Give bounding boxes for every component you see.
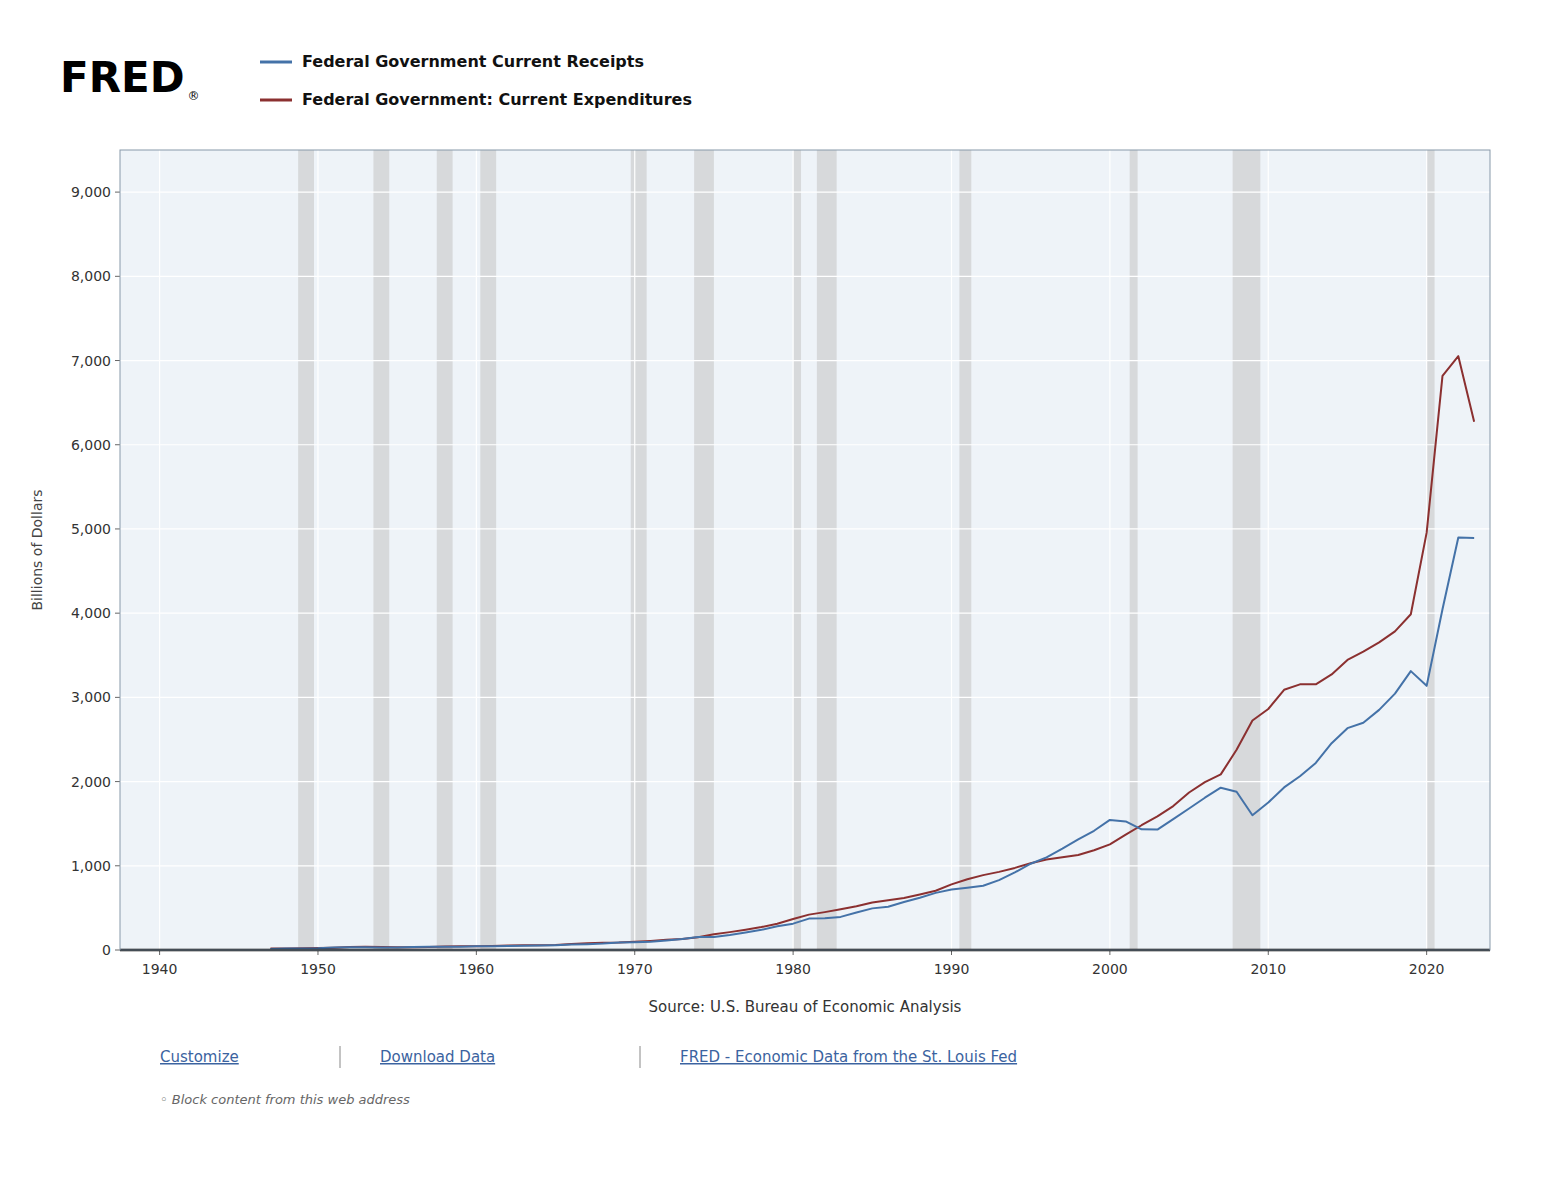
x-grid-line <box>159 150 160 950</box>
x-grid-line <box>951 150 952 950</box>
recession-band <box>1427 150 1435 950</box>
chart: 0 1,000 2,000 3,000 4,000 5,000 6,000 7,000 8,00… <box>0 0 1547 1189</box>
y-grid-line <box>120 528 1490 529</box>
y-tick <box>115 950 120 951</box>
x-tick-label: 1970 <box>617 961 653 977</box>
plot-background <box>120 150 1490 950</box>
footer-link[interactable]: FRED - Economic Data from the St. Louis … <box>680 1048 1017 1066</box>
y-tick <box>115 444 120 445</box>
y-tick-label: 3,000 <box>71 689 111 705</box>
x-tick-label: 1990 <box>934 961 970 977</box>
x-grid-line <box>793 150 794 950</box>
y-grid-line <box>120 781 1490 782</box>
y-tick-label: 9,000 <box>71 184 111 200</box>
y-axis-label: Billions of Dollars <box>29 489 45 610</box>
logo-text: FRED <box>60 53 185 102</box>
y-grid-line <box>120 444 1490 445</box>
y-tick-label: 5,000 <box>71 521 111 537</box>
x-grid-line <box>634 150 635 950</box>
footer-link[interactable]: Customize <box>160 1048 239 1066</box>
y-tick <box>115 276 120 277</box>
y-tick-label: 8,000 <box>71 268 111 284</box>
x-grid-line <box>317 150 318 950</box>
grid <box>120 150 1490 950</box>
x-tick-label: 1950 <box>300 961 336 977</box>
x-tick-label: 2000 <box>1092 961 1128 977</box>
recession-band <box>817 150 837 950</box>
x-tick-label: 2020 <box>1409 961 1445 977</box>
y-tick <box>115 781 120 782</box>
legend-swatch <box>260 99 292 102</box>
legend-label: Federal Government: Current Expenditures <box>302 90 692 109</box>
y-tick-label: 7,000 <box>71 353 111 369</box>
y-tick <box>115 360 120 361</box>
recession-band <box>437 150 453 950</box>
series-line <box>270 537 1474 948</box>
source-note: Source: U.S. Bureau of Economic Analysis <box>649 998 962 1016</box>
plot-area <box>120 150 1490 950</box>
y-tick <box>115 528 120 529</box>
recession-band <box>694 150 714 950</box>
y-grid-line <box>120 697 1490 698</box>
y-grid-line <box>120 276 1490 277</box>
recession-band <box>480 150 496 950</box>
block-content-link[interactable]: ◦ Block content from this web address <box>160 1092 410 1107</box>
y-tick <box>115 865 120 866</box>
axes: 0 1,000 2,000 3,000 4,000 5,000 6,000 7,000 8,00… <box>71 184 1445 977</box>
y-grid-line <box>120 865 1490 866</box>
y-tick-label: 0 <box>102 942 111 958</box>
y-tick <box>115 192 120 193</box>
y-tick <box>115 697 120 698</box>
series-line <box>270 356 1474 948</box>
x-grid-line <box>1426 150 1427 950</box>
recession-band <box>959 150 971 950</box>
recession-band <box>631 150 647 950</box>
legend: Federal Government Current Receipts Feder… <box>260 52 692 109</box>
link-separator <box>640 1046 641 1068</box>
x-grid-line <box>1109 150 1110 950</box>
x-tick-label: 1980 <box>775 961 811 977</box>
y-tick <box>115 613 120 614</box>
y-tick-label: 2,000 <box>71 774 111 790</box>
y-tick-label: 6,000 <box>71 437 111 453</box>
x-grid-line <box>476 150 477 950</box>
x-grid-line <box>1268 150 1269 950</box>
plot-frame <box>120 150 1490 950</box>
y-grid-line <box>120 613 1490 614</box>
y-tick-label: 4,000 <box>71 605 111 621</box>
recession-band <box>1233 150 1261 950</box>
legend-swatch <box>260 61 292 64</box>
x-tick-label: 1960 <box>459 961 495 977</box>
footer-link[interactable]: Download Data <box>380 1048 495 1066</box>
link-separator <box>340 1046 341 1068</box>
y-grid-line <box>120 360 1490 361</box>
recession-band <box>373 150 389 950</box>
recession-band <box>793 150 801 950</box>
legend-label: Federal Government Current Receipts <box>302 52 644 71</box>
recession-band <box>298 150 314 950</box>
x-tick-label: 2010 <box>1250 961 1286 977</box>
y-tick-label: 1,000 <box>71 858 111 874</box>
y-grid-line <box>120 192 1490 193</box>
registered-mark: ® <box>188 89 200 103</box>
x-tick-label: 1940 <box>142 961 178 977</box>
